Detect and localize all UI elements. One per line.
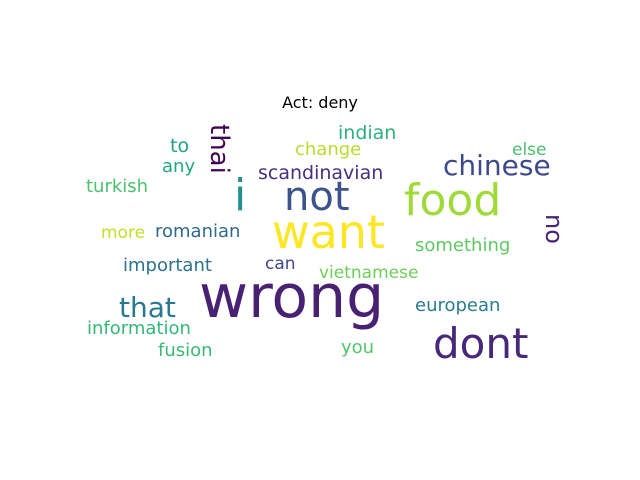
- word-can: can: [265, 254, 296, 274]
- word-more: more: [101, 223, 146, 243]
- word-that: that: [119, 291, 176, 324]
- word-romanian: romanian: [155, 221, 241, 242]
- word-fusion: fusion: [158, 340, 213, 361]
- word-no: no: [540, 214, 568, 244]
- word-else: else: [512, 140, 547, 160]
- word-chinese: chinese: [443, 149, 551, 182]
- word-not: not: [284, 174, 350, 220]
- word-wrong: wrong: [199, 262, 385, 332]
- word-any: any: [162, 156, 196, 177]
- word-to: to: [170, 135, 190, 157]
- word-change: change: [295, 139, 362, 160]
- word-indian: indian: [338, 122, 397, 144]
- word-i: i: [234, 170, 247, 221]
- word-something: something: [415, 235, 511, 256]
- word-turkish: turkish: [86, 176, 149, 197]
- word-european: european: [415, 295, 501, 316]
- word-information: information: [87, 318, 191, 339]
- chart-title: Act: deny: [282, 93, 358, 112]
- word-you: you: [341, 337, 375, 358]
- word-dont: dont: [433, 319, 529, 368]
- word-important: important: [123, 255, 212, 276]
- word-want: want: [272, 205, 386, 259]
- word-thai: thai: [204, 124, 234, 174]
- word-scandinavian: scandinavian: [258, 162, 384, 184]
- word-food: food: [404, 175, 502, 226]
- word-vietnamese: vietnamese: [319, 263, 419, 283]
